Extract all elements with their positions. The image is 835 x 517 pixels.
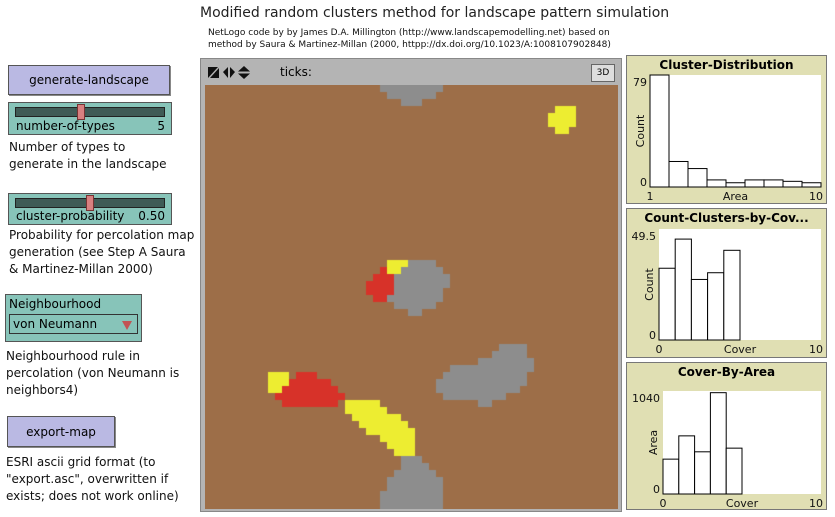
y-max-label: 79 <box>633 76 647 89</box>
up-down-arrows-icon[interactable] <box>238 66 250 79</box>
plot-cluster-distribution: Cluster-Distribution 79 0 1 10 Area Count <box>626 55 827 204</box>
cluster-probability-slider[interactable]: cluster-probability 0.50 <box>8 193 172 225</box>
note-line: generate in the landscape <box>9 157 167 171</box>
model-title: Modified random clusters method for land… <box>200 5 670 21</box>
note-line: "export.asc", overwritten if <box>6 472 169 486</box>
number-of-types-slider[interactable]: number-of-types 5 <box>8 102 172 135</box>
y-max-label: 49.5 <box>632 230 657 243</box>
wrap-icon[interactable] <box>208 67 219 78</box>
histogram-bar <box>690 278 709 341</box>
x-max-label: 10 <box>809 343 823 356</box>
note-line: neighbors4) <box>6 383 79 397</box>
histogram-bar <box>649 74 670 188</box>
histogram-bar <box>707 272 725 341</box>
world-view: ticks: 3D <box>200 58 622 512</box>
histogram-bar <box>706 179 727 188</box>
slider-label: cluster-probability <box>16 209 125 223</box>
histogram-bar <box>801 182 822 188</box>
histogram-bar <box>725 182 746 188</box>
note-line: Neighbourhood rule in <box>6 349 140 363</box>
note-line: exists; does not work online) <box>6 489 179 503</box>
credits: NetLogo code by by James D.A. Millington… <box>208 27 611 51</box>
y-axis-label: Count <box>643 267 656 300</box>
histogram-bar <box>709 392 727 495</box>
chooser-label: Neighbourhood <box>9 297 102 311</box>
plot-svg: 49.5 00 10 Cover Count <box>632 229 823 356</box>
y-axis-label: Area <box>647 430 660 455</box>
dropdown-triangle-icon[interactable] <box>122 321 132 330</box>
y-max-label: 1040 <box>632 392 660 405</box>
slider-knob[interactable] <box>86 195 94 211</box>
ticks-label: ticks: <box>280 65 312 79</box>
note-line: & Martinez-Millan 2000) <box>9 262 153 276</box>
generate-landscape-button[interactable]: generate-landscape <box>8 65 170 95</box>
slider-track[interactable] <box>15 107 165 117</box>
x-min-label: 1 <box>647 190 654 203</box>
x-axis-label: Cover <box>724 343 757 356</box>
plot-cover-by-area: Cover-By-Area 1040 0 0 10 Cover Area <box>626 362 827 510</box>
note-line: generation (see Step A Saura <box>9 245 186 259</box>
histogram-bar <box>725 447 743 495</box>
histogram-bar <box>694 451 711 495</box>
3d-button[interactable]: 3D <box>591 64 615 82</box>
left-right-arrows-icon[interactable] <box>223 67 235 78</box>
y-min-label: 0 <box>649 329 656 342</box>
note-line: ESRI ascii grid format (to <box>6 455 156 469</box>
histogram-bar <box>763 179 784 188</box>
x-min-label: 0 <box>656 343 663 356</box>
plot-count-clusters-by-cover: Count-Clusters-by-Cov... 49.5 0 0 10 Cover Co… <box>626 208 827 358</box>
note-line: Number of types to <box>9 140 126 154</box>
slider-label: number-of-types <box>16 119 115 133</box>
number-of-types-note: Number of types to generate in the lands… <box>9 139 167 173</box>
x-axis-label: Area <box>723 190 748 203</box>
x-min-label: 0 <box>660 497 667 510</box>
landscape-patches <box>205 85 618 509</box>
x-max-label: 10 <box>809 497 823 510</box>
cluster-probability-note: Probability for percolation map generati… <box>9 227 194 278</box>
x-axis-label: Cover <box>726 497 759 510</box>
y-min-label: 0 <box>640 176 647 189</box>
plot-svg: 1040 00 10 Cover Area <box>632 391 823 510</box>
plot-svg: 79 01 10 Area Count <box>633 74 823 203</box>
y-min-label: 0 <box>653 483 660 496</box>
plot-title: Cluster-Distribution <box>659 58 794 72</box>
histogram-bar <box>678 435 696 495</box>
note-line: Probability for percolation map <box>9 228 195 242</box>
slider-knob[interactable] <box>77 104 86 120</box>
histogram-bar <box>723 249 741 341</box>
neighbourhood-chooser[interactable]: Neighbourhood von Neumann <box>5 294 142 342</box>
neighbourhood-select[interactable]: von Neumann <box>9 314 138 334</box>
histogram-bar <box>674 238 692 341</box>
neighbourhood-note: Neighbourhood rule in percolation (von N… <box>6 348 179 399</box>
slider-value: 0.50 <box>138 209 165 223</box>
plot-title: Cover-By-Area <box>677 365 776 379</box>
histogram-bar <box>687 168 708 188</box>
histogram-bar <box>658 267 676 341</box>
slider-value: 5 <box>157 119 165 133</box>
view-control-icons <box>208 66 250 79</box>
credits-line-1: NetLogo code by by James D.A. Millington… <box>208 28 610 38</box>
histogram-bar <box>782 180 803 188</box>
histogram-bar <box>662 458 680 495</box>
export-map-button[interactable]: export-map <box>7 416 115 447</box>
credits-line-2: method by Saura & Martinez-Millan (2000,… <box>208 40 611 50</box>
selected-value: von Neumann <box>13 317 98 331</box>
x-max-label: 10 <box>809 190 823 203</box>
histogram-bar <box>668 160 689 188</box>
histogram-bar <box>744 179 765 188</box>
plot-title: Count-Clusters-by-Cov... <box>644 211 809 225</box>
y-axis-label: Count <box>634 114 647 147</box>
note-line: percolation (von Neumann is <box>6 366 180 380</box>
view-toolbar: ticks: 3D <box>201 59 621 85</box>
export-note: ESRI ascii grid format (to "export.asc",… <box>6 454 179 505</box>
